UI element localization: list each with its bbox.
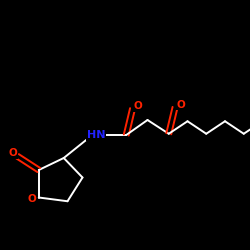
Text: O: O xyxy=(176,100,185,110)
Text: O: O xyxy=(134,101,142,111)
Text: O: O xyxy=(8,148,18,158)
Text: O: O xyxy=(28,194,36,204)
Text: HN: HN xyxy=(87,130,106,140)
